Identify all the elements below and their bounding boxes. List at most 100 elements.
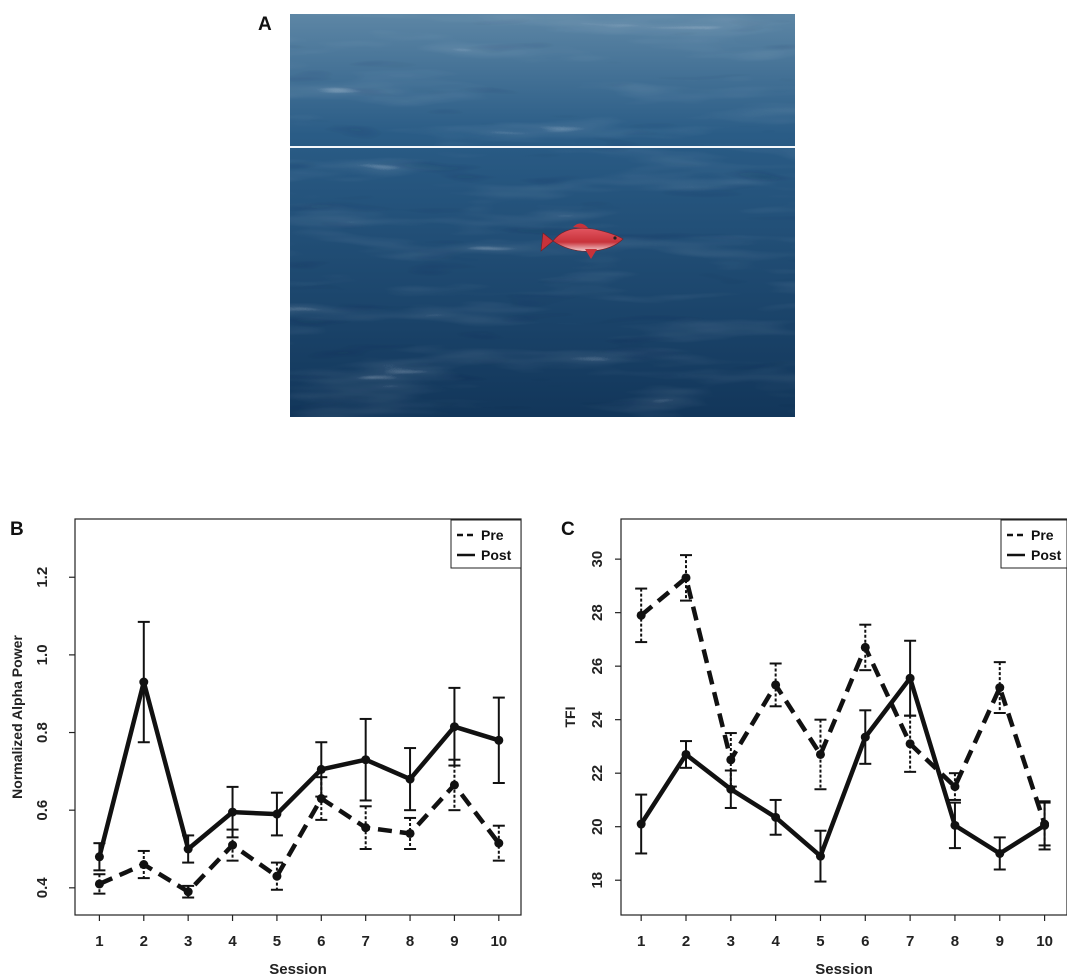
- data-point: [272, 871, 282, 881]
- x-tick-label: 9: [996, 933, 1004, 950]
- y-tick-label: 22: [589, 765, 606, 782]
- data-point: [950, 820, 960, 830]
- data-point: [950, 782, 960, 792]
- data-point: [905, 673, 915, 683]
- data-point: [726, 784, 736, 794]
- data-point: [449, 780, 459, 790]
- x-tick-label: 7: [906, 933, 914, 950]
- panel-label-c: C: [561, 519, 575, 540]
- data-point: [995, 683, 1005, 693]
- data-point: [771, 680, 781, 690]
- series-post: [93, 620, 505, 872]
- data-point: [361, 755, 371, 765]
- fish-icon: [540, 223, 624, 259]
- y-tick-label: 1.0: [34, 644, 51, 665]
- data-point: [815, 749, 825, 759]
- y-tick-label: 0.4: [34, 877, 51, 899]
- data-point: [860, 642, 870, 652]
- plot-frame: [620, 518, 1067, 916]
- data-point: [405, 774, 415, 784]
- x-tick-label: 4: [228, 933, 237, 950]
- data-point: [681, 749, 691, 759]
- data-point: [995, 848, 1005, 858]
- legend: Pre Post: [1000, 519, 1067, 569]
- x-tick-label: 8: [406, 933, 414, 950]
- data-point: [94, 852, 104, 862]
- y-tick-label: 18: [589, 872, 606, 889]
- series-line: [98, 782, 501, 894]
- x-tick-label: 6: [861, 933, 869, 950]
- legend-label: Pre: [481, 527, 504, 543]
- x-axis-label: Session: [815, 961, 873, 978]
- series-line: [639, 675, 1046, 859]
- y-tick-label: 30: [589, 551, 606, 568]
- panel-label-b: B: [10, 519, 24, 540]
- data-point: [905, 739, 915, 749]
- x-tick-label: 1: [95, 933, 103, 950]
- series-line: [639, 575, 1047, 825]
- x-tick-label: 10: [1036, 933, 1053, 950]
- x-tick-label: 2: [140, 933, 148, 950]
- data-point: [726, 755, 736, 765]
- x-tick-label: 9: [450, 933, 458, 950]
- data-point: [183, 887, 193, 897]
- data-point: [681, 573, 691, 583]
- plot-frame: [74, 518, 522, 916]
- x-tick-label: 10: [490, 933, 507, 950]
- data-point: [228, 807, 238, 817]
- y-tick-label: 28: [589, 604, 606, 621]
- x-tick-label: 8: [951, 933, 959, 950]
- legend-box: [450, 519, 522, 569]
- data-point: [94, 879, 104, 889]
- legend: Pre Post: [450, 519, 522, 569]
- x-tick-label: 2: [682, 933, 690, 950]
- x-tick-label: 4: [771, 933, 780, 950]
- y-tick-label: 0.8: [34, 722, 51, 743]
- data-point: [228, 840, 238, 850]
- y-tick-label: 24: [589, 711, 606, 728]
- x-tick-label: 5: [273, 933, 281, 950]
- legend-label: Post: [481, 547, 512, 563]
- y-tick-label: 20: [589, 818, 606, 835]
- y-axis-label: Normalized Alpha Power: [9, 635, 25, 799]
- y-tick-label: 0.6: [34, 800, 51, 821]
- water-horizon-line: [290, 146, 795, 148]
- data-point: [316, 764, 326, 774]
- y-tick-label: 26: [589, 658, 606, 675]
- data-point: [139, 677, 149, 687]
- x-tick-label: 7: [362, 933, 370, 950]
- data-point: [494, 838, 504, 848]
- series-line: [97, 679, 500, 858]
- data-point: [405, 828, 415, 838]
- legend-label: Post: [1031, 547, 1062, 563]
- x-tick-label: 1: [637, 933, 645, 950]
- x-tick-label: 3: [727, 933, 735, 950]
- legend-label: Pre: [1031, 527, 1054, 543]
- data-point: [139, 860, 149, 870]
- water-photo: [290, 14, 795, 417]
- data-point: [183, 844, 193, 854]
- data-point: [815, 851, 825, 861]
- x-tick-label: 3: [184, 933, 192, 950]
- legend-box: [1000, 519, 1067, 569]
- data-point: [272, 809, 282, 819]
- series-pre: [93, 758, 505, 899]
- data-point: [860, 732, 870, 742]
- chart-c: 18 20 22 24 26 28 30 1 2 3 4 5 6 7 8 9 10 Session TFI Pre Po…: [562, 518, 1067, 978]
- panel-label-a: A: [258, 14, 272, 35]
- x-axis-label: Session: [269, 961, 327, 978]
- data-point: [771, 812, 781, 822]
- data-point: [449, 722, 459, 732]
- y-tick-label: 1.2: [34, 567, 51, 588]
- data-point: [636, 610, 646, 620]
- data-point: [361, 823, 371, 833]
- chart-b: 0.4 0.6 0.8 1.0 1.2 1 2 3 4 5 6 7 8 9 10 Session Normali…: [9, 518, 522, 978]
- series-post: [635, 639, 1051, 883]
- data-point: [494, 735, 504, 745]
- x-tick-label: 6: [317, 933, 325, 950]
- x-tick-label: 5: [816, 933, 824, 950]
- data-point: [1040, 820, 1050, 830]
- y-axis-label: TFI: [562, 707, 578, 728]
- series-pre: [635, 554, 1051, 847]
